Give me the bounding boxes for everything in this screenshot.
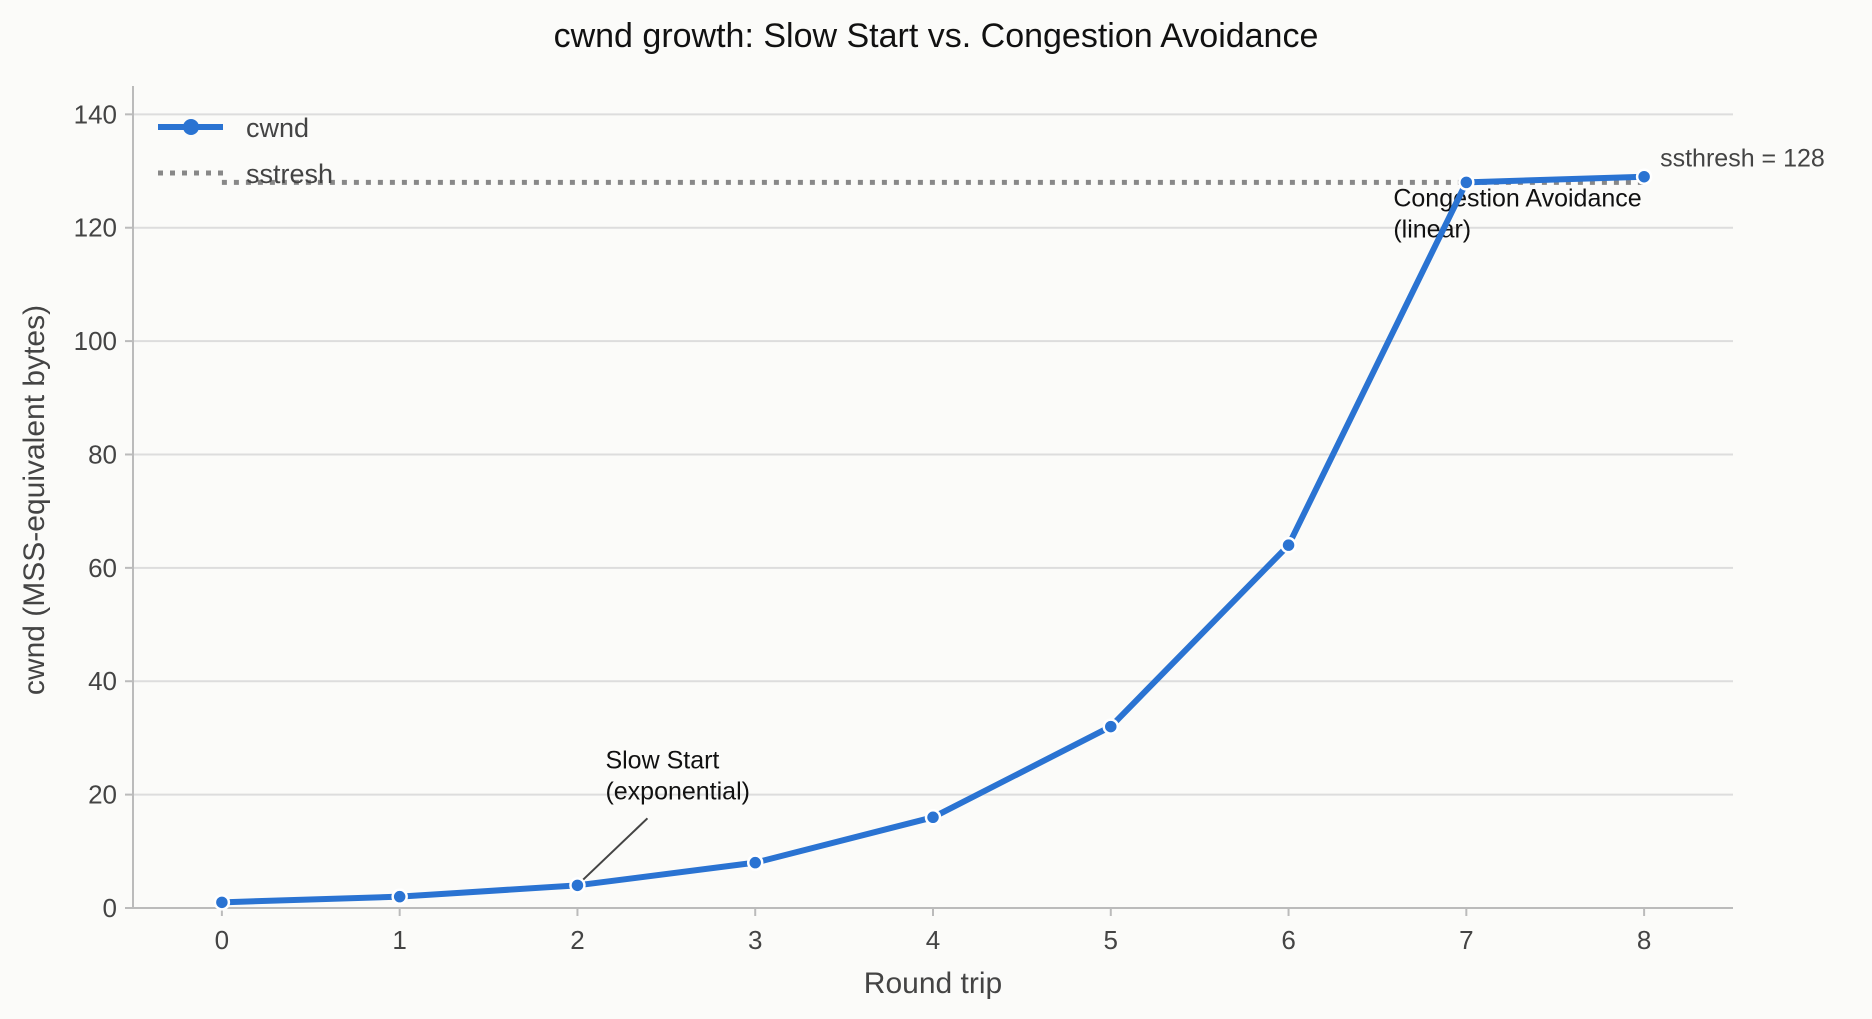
x-tick-label: 5: [1104, 925, 1118, 955]
cwnd-data-point: [1102, 718, 1120, 735]
x-axis-label: Round trip: [864, 967, 1002, 1000]
x-tick-label: 6: [1281, 925, 1295, 955]
x-tick-label: 7: [1459, 925, 1473, 955]
x-tick-labels: 0 1 2 3 4 5 6 7 8: [215, 908, 1651, 955]
cwnd-data-point: [1458, 174, 1475, 191]
legend-sstresh-label: sstresh: [246, 159, 333, 189]
y-tick-label: 0: [103, 893, 117, 923]
y-tick-label: 140: [74, 99, 117, 129]
sstresh-value-label: ssthresh = 128: [1660, 144, 1825, 172]
y-axis-label: cwnd (MSS-equivalent bytes): [18, 305, 51, 695]
y-tick-label: 120: [74, 213, 117, 243]
legend-cwnd-marker: [183, 119, 199, 135]
y-tick-label: 20: [88, 780, 117, 810]
cwnd-data-point: [924, 809, 942, 826]
y-tick-labels: 0 20 40 60 80 100 120 140: [74, 99, 133, 923]
cwnd-data-point: [1635, 168, 1653, 185]
y-tick-label: 80: [88, 439, 117, 469]
cwnd-data-point: [391, 888, 408, 905]
legend-cwnd-label: cwnd: [246, 113, 309, 143]
reference-lines: ssthresh = 128: [221, 144, 1825, 185]
cwnd-data-point: [569, 877, 586, 894]
slow-start-annotation-text: (exponential): [605, 777, 750, 805]
x-tick-label: 4: [926, 925, 940, 955]
cwnd-data-point: [213, 894, 231, 911]
annotations: Slow Start (exponential) Congestion Avoida…: [581, 184, 1642, 882]
slow-start-annotation-arrow: [581, 817, 649, 882]
x-tick-label: 3: [748, 925, 762, 955]
cwnd-data-point: [746, 854, 764, 871]
congestion-avoidance-annotation-text: Congestion Avoidance: [1393, 184, 1641, 212]
x-tick-label: 8: [1637, 925, 1651, 955]
x-tick-label: 1: [392, 925, 406, 955]
series-markers: [213, 168, 1653, 911]
x-tick-label: 2: [570, 925, 584, 955]
x-tick-label: 0: [215, 925, 229, 955]
chart-title: cwnd growth: Slow Start vs. Congestion A…: [554, 17, 1319, 55]
cwnd-data-point: [1280, 536, 1297, 554]
congestion-avoidance-annotation-text: (linear): [1393, 215, 1471, 243]
y-tick-label: 40: [88, 666, 117, 696]
y-tick-label: 60: [88, 553, 117, 583]
y-tick-label: 100: [74, 326, 117, 356]
legend: cwnd sstresh: [158, 113, 333, 189]
slow-start-annotation-text: Slow Start: [605, 746, 719, 774]
y-gridlines: [133, 113, 1733, 796]
